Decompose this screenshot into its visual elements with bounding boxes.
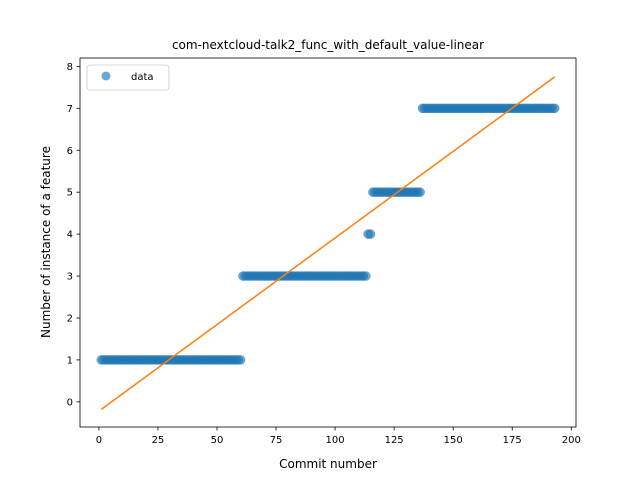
y-tick-label: 0 xyxy=(67,397,73,408)
x-tick-label: 150 xyxy=(444,435,463,446)
x-tick-label: 25 xyxy=(152,435,165,446)
x-axis: 0 25 50 75 100 125 150 175 200 xyxy=(96,427,581,446)
legend-marker xyxy=(101,71,111,81)
plot-frame xyxy=(79,57,577,428)
x-axis-label: Commit number xyxy=(279,457,377,471)
y-tick-label: 5 xyxy=(67,188,73,199)
data-point xyxy=(365,229,376,239)
data-point xyxy=(549,103,560,114)
y-tick-label: 6 xyxy=(67,146,73,157)
fit-line-group xyxy=(100,76,556,410)
x-tick-label: 50 xyxy=(211,435,224,446)
x-tick-label: 75 xyxy=(270,435,283,446)
data-point xyxy=(235,355,246,365)
y-axis: 0 1 2 3 4 5 6 7 8 xyxy=(67,62,80,408)
data-point xyxy=(361,271,371,281)
data-point xyxy=(415,187,425,197)
legend-entry-label: data xyxy=(131,72,154,83)
y-tick-label: 8 xyxy=(67,62,73,73)
x-tick-label: 100 xyxy=(326,435,345,446)
y-tick-label: 7 xyxy=(67,104,73,115)
chart-title: com-nextcloud-talk2_func_with_default_va… xyxy=(172,38,484,52)
x-tick-label: 200 xyxy=(562,435,581,446)
plot-area xyxy=(79,57,577,428)
y-tick-label: 4 xyxy=(67,230,73,241)
x-tick-label: 0 xyxy=(96,435,102,446)
data-points xyxy=(96,103,560,365)
y-axis-label: Number of instance of a feature xyxy=(39,146,53,338)
legend-box xyxy=(86,64,170,91)
x-tick-label: 125 xyxy=(385,435,404,446)
y-tick-label: 2 xyxy=(67,313,73,324)
x-tick-label: 175 xyxy=(503,435,522,446)
y-tick-label: 1 xyxy=(67,355,73,366)
legend: data xyxy=(86,64,170,91)
fit-line xyxy=(100,76,556,410)
y-tick-label: 3 xyxy=(67,272,73,283)
